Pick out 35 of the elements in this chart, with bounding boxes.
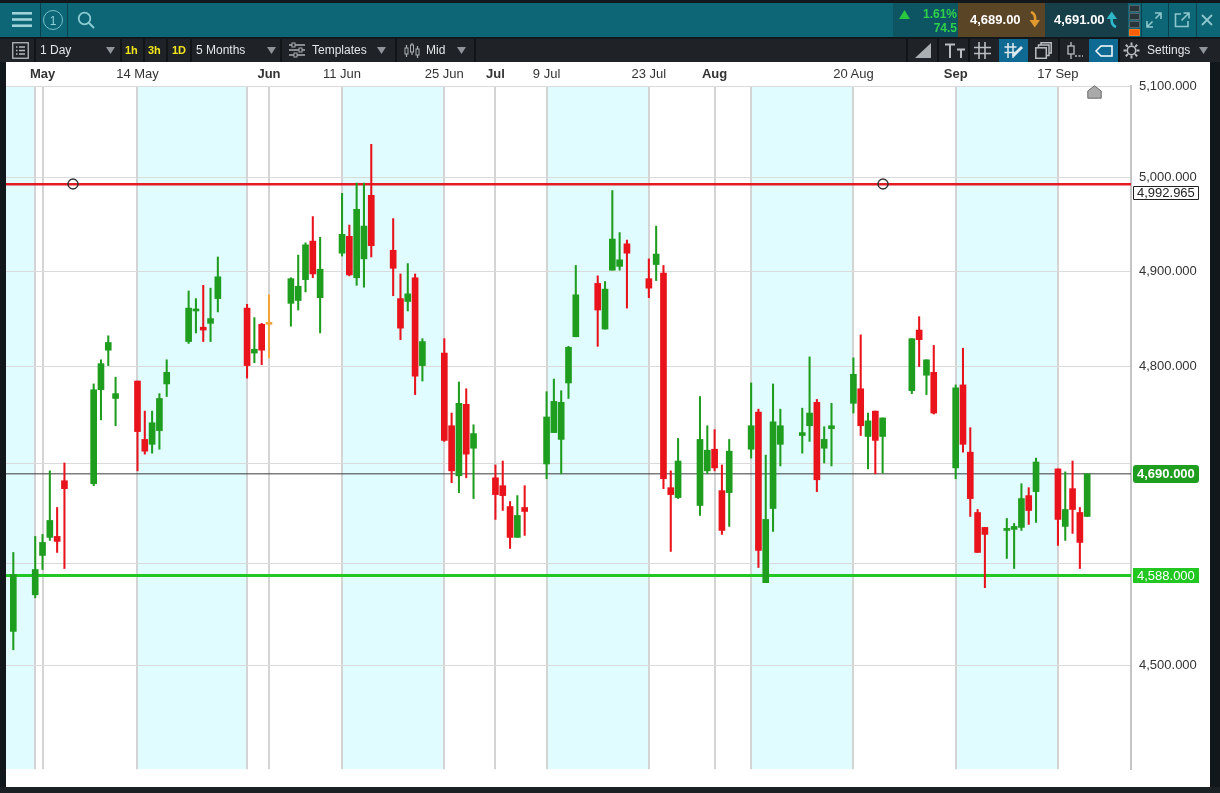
text: 4,691.00 bbox=[1054, 12, 1105, 27]
x-tick-label: 17 Sep bbox=[1037, 65, 1079, 81]
y-tick-label: 4,500.000 bbox=[1139, 656, 1197, 672]
text: 74.5 bbox=[932, 21, 957, 35]
ref-line-label: 4,588.000 bbox=[1137, 567, 1195, 583]
text: 1D bbox=[172, 44, 187, 57]
x-tick-label: 23 Jul bbox=[631, 65, 667, 81]
text: 4,689.00 bbox=[970, 12, 1021, 27]
x-tick-label: Jul bbox=[486, 65, 505, 81]
ref-line-label: 4,690.000 bbox=[1137, 466, 1195, 482]
y-tick-label: 4,900.000 bbox=[1139, 262, 1197, 278]
candlestick bbox=[265, 294, 273, 359]
x-tick-label: 9 Jul bbox=[532, 65, 561, 81]
candlestick bbox=[199, 284, 207, 342]
x-tick-label: Jun bbox=[257, 65, 281, 81]
x-tick-label: May bbox=[29, 65, 56, 81]
text: 5 Months bbox=[196, 43, 246, 57]
text: Mid bbox=[426, 43, 446, 57]
candlestick bbox=[828, 403, 835, 467]
x-tick-label: 20 Aug bbox=[833, 65, 874, 81]
text: 1 Day bbox=[40, 43, 72, 57]
y-tick-label: 5,100.000 bbox=[1139, 77, 1197, 93]
x-tick-label: 14 May bbox=[116, 65, 160, 81]
text: Templates bbox=[312, 43, 367, 57]
x-tick-label: Sep bbox=[943, 65, 968, 81]
x-tick-label: 11 Jun bbox=[323, 65, 362, 81]
text: Settings bbox=[1147, 43, 1191, 57]
text: 3h bbox=[148, 44, 161, 57]
ref-line-label: 4,992.965 bbox=[1137, 185, 1195, 201]
x-tick-label: Aug bbox=[701, 65, 728, 81]
text: 1h bbox=[125, 44, 138, 57]
x-tick-label: 25 Jun bbox=[424, 65, 464, 81]
y-tick-label: 4,800.000 bbox=[1139, 358, 1197, 374]
text: 1.61% bbox=[921, 7, 957, 21]
y-tick-label: 5,000.000 bbox=[1139, 169, 1197, 185]
